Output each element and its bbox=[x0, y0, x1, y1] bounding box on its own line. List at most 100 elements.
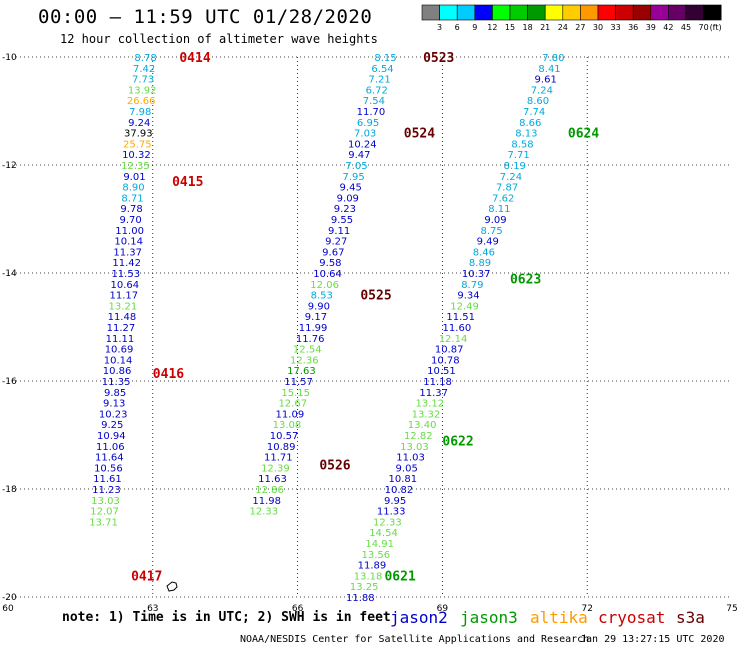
wave-height-value: 11.18 bbox=[423, 377, 452, 388]
wave-height-value: 6.95 bbox=[357, 118, 379, 129]
wave-height-value: 10.14 bbox=[104, 355, 133, 366]
wave-height-value: 8.46 bbox=[473, 247, 495, 258]
wave-height-value: 11.71 bbox=[264, 453, 293, 464]
wave-height-value: 10.23 bbox=[99, 409, 128, 420]
wave-height-value: 10.81 bbox=[389, 474, 418, 485]
wave-height-value: 37.93 bbox=[124, 129, 153, 140]
wave-height-value: 13.32 bbox=[412, 409, 441, 420]
wave-height-value: 11.00 bbox=[115, 226, 144, 237]
wave-height-value: 6.72 bbox=[366, 85, 388, 96]
legend-altika: altika bbox=[530, 608, 588, 627]
track-time-label: 0415 bbox=[172, 175, 203, 190]
lat-tick-label: -14 bbox=[2, 269, 17, 279]
legend-jason2: jason2 bbox=[390, 608, 448, 627]
wave-height-value: 8.90 bbox=[122, 183, 144, 194]
color-unit-label: (ft) bbox=[710, 23, 722, 32]
color-swatch-label: 27 bbox=[575, 23, 585, 32]
wave-height-value: 15.15 bbox=[281, 388, 310, 399]
wave-height-value: 9.49 bbox=[477, 237, 499, 248]
wave-height-value: 10.89 bbox=[267, 442, 296, 453]
wave-height-value: 8.13 bbox=[515, 129, 537, 140]
wave-height-value: 13.03 bbox=[400, 442, 429, 453]
wave-height-value: 12.33 bbox=[249, 507, 278, 518]
wave-height-value: 10.14 bbox=[114, 237, 143, 248]
wave-height-value: 9.47 bbox=[348, 150, 370, 161]
legend-cryosat: cryosat bbox=[598, 608, 666, 627]
color-swatch-label: 21 bbox=[540, 23, 550, 32]
color-swatch bbox=[474, 4, 493, 21]
color-swatch bbox=[615, 4, 634, 21]
track-time-label: 0526 bbox=[319, 459, 350, 474]
wave-height-value: 11.48 bbox=[108, 312, 137, 323]
wave-height-value: 9.17 bbox=[305, 312, 327, 323]
wave-height-value: 9.70 bbox=[119, 215, 141, 226]
wave-height-value: 7.24 bbox=[500, 172, 522, 183]
wave-height-value: 10.69 bbox=[105, 345, 134, 356]
wave-height-value: 11.17 bbox=[110, 291, 139, 302]
wave-height-value: 13.12 bbox=[416, 399, 445, 410]
wave-height-value: 8.78 bbox=[134, 53, 156, 64]
color-swatch-label: 24 bbox=[558, 23, 568, 32]
wave-height-value: 6.54 bbox=[371, 64, 393, 75]
wave-height-value: 11.57 bbox=[284, 377, 313, 388]
wave-height-value: 8.53 bbox=[311, 291, 333, 302]
wave-height-value: 11.23 bbox=[92, 485, 121, 496]
wave-height-value: 9.34 bbox=[457, 291, 479, 302]
wave-height-value: 9.13 bbox=[103, 399, 125, 410]
wave-height-value: 9.95 bbox=[384, 496, 406, 507]
wave-height-value: 9.09 bbox=[337, 193, 359, 204]
color-swatch bbox=[421, 4, 440, 21]
wave-height-value: 11.03 bbox=[396, 453, 425, 464]
color-swatch-label: 9 bbox=[472, 23, 477, 32]
wave-height-value: 7.42 bbox=[133, 64, 155, 75]
wave-height-value: 7.87 bbox=[496, 183, 518, 194]
color-swatch-label: 30 bbox=[593, 23, 603, 32]
wave-height-value: 7.74 bbox=[523, 107, 545, 118]
wave-height-value: 7.98 bbox=[129, 107, 151, 118]
color-swatch-label: 39 bbox=[646, 23, 656, 32]
map-title: 00:00 – 11:59 UTC 01/28/2020 bbox=[38, 6, 373, 28]
color-swatch bbox=[650, 4, 669, 21]
color-swatch-label: 18 bbox=[523, 23, 533, 32]
wave-height-value: 7.80 bbox=[542, 53, 564, 64]
track-time-label: 0623 bbox=[510, 272, 541, 287]
wave-height-value: 8.66 bbox=[519, 118, 541, 129]
wave-height-value: 12.07 bbox=[90, 507, 119, 518]
wave-height-value: 7.24 bbox=[531, 85, 553, 96]
track-time-label: 0416 bbox=[153, 367, 184, 382]
wave-height-value: 11.51 bbox=[446, 312, 475, 323]
wave-height-value: 9.61 bbox=[535, 75, 557, 86]
wave-height-value: 8.79 bbox=[461, 280, 483, 291]
wave-height-value: 25.75 bbox=[123, 139, 152, 150]
wave-height-value: 11.35 bbox=[102, 377, 131, 388]
wave-height-value: 9.45 bbox=[340, 183, 362, 194]
lon-tick-label: 60 bbox=[2, 604, 14, 614]
wave-height-value: 7.73 bbox=[132, 75, 154, 86]
wave-height-value: 17.63 bbox=[287, 366, 316, 377]
wave-height-value: 9.01 bbox=[123, 172, 145, 183]
wave-height-value: 10.32 bbox=[122, 150, 151, 161]
wave-height-value: 8.89 bbox=[469, 258, 491, 269]
color-swatch bbox=[439, 4, 458, 21]
color-swatch-label: 3 bbox=[437, 23, 442, 32]
lon-tick-label: 69 bbox=[437, 604, 449, 614]
color-swatch bbox=[509, 4, 528, 21]
wave-height-value: 8.11 bbox=[488, 204, 510, 215]
color-swatch bbox=[580, 4, 599, 21]
lat-tick-label: -18 bbox=[2, 485, 17, 495]
wave-height-value: 11.33 bbox=[377, 507, 406, 518]
wave-height-value: 10.56 bbox=[94, 463, 123, 474]
wave-height-value: 13.56 bbox=[361, 550, 390, 561]
track-time-label: 0621 bbox=[384, 569, 415, 584]
wave-height-value: 13.21 bbox=[109, 301, 138, 312]
wave-height-value: 9.09 bbox=[484, 215, 506, 226]
color-swatch bbox=[703, 4, 722, 21]
lat-tick-label: -20 bbox=[2, 593, 17, 603]
wave-height-value: 9.25 bbox=[101, 420, 123, 431]
wave-height-value: 12.14 bbox=[439, 334, 468, 345]
altimeter-tracks: 8.787.427.7313.9226.667.989.2437.9325.75… bbox=[89, 51, 599, 604]
color-swatch bbox=[492, 4, 511, 21]
lon-tick-label: 66 bbox=[292, 604, 304, 614]
footer-note: note: 1) Time is in UTC; 2) SWH is in fe… bbox=[62, 610, 391, 625]
wave-height-value: 10.51 bbox=[427, 366, 456, 377]
